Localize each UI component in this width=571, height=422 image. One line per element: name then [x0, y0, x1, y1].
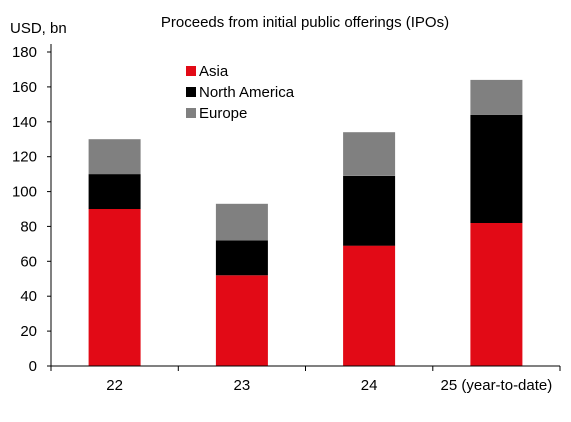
bar-north-america-1 [215, 240, 268, 276]
bar-asia-0 [88, 209, 141, 366]
bar-north-america-3 [470, 114, 523, 223]
y-tick-label: 80 [20, 218, 37, 235]
legend-label: Europe [199, 105, 247, 122]
legend-swatch-europe [186, 108, 196, 118]
bar-asia-1 [215, 275, 268, 366]
bar-asia-2 [343, 245, 396, 366]
y-tick-label: 60 [20, 253, 37, 270]
bar-europe-0 [88, 139, 141, 175]
bar-europe-2 [343, 132, 396, 176]
x-tick-label: 22 [106, 377, 123, 394]
legend-swatch-asia [186, 66, 196, 76]
legend-label: North America [199, 84, 295, 101]
legend: Asia North America Europe [186, 63, 295, 122]
legend-swatch-north-america [186, 87, 196, 97]
x-tick-label: 23 [234, 377, 251, 394]
bar-europe-1 [215, 203, 268, 241]
x-tick-label: 24 [361, 377, 378, 394]
y-tick-label: 100 [12, 184, 37, 201]
legend-label: Asia [199, 63, 229, 80]
axes-layer [47, 44, 561, 371]
y-tick-label: 140 [12, 114, 37, 131]
y-tick-label: 40 [20, 288, 37, 305]
bar-north-america-0 [88, 174, 141, 209]
y-axis-label: USD, bn [10, 20, 67, 37]
x-tick-label: 25 (year-to-date) [441, 377, 553, 394]
tick-labels-layer: 22 23 24 25 (year-to-date) 0 20 40 60 80 100 120 14… [12, 44, 552, 394]
y-tick-label: 20 [20, 323, 37, 340]
bar-north-america-2 [343, 175, 396, 246]
chart-title: Proceeds from initial public offerings (… [161, 14, 449, 31]
bars-layer [88, 79, 523, 366]
y-tick-label: 0 [29, 358, 37, 375]
y-tick-label: 180 [12, 44, 37, 61]
bar-asia-3 [470, 223, 523, 366]
bar-europe-3 [470, 79, 523, 115]
y-tick-label: 160 [12, 79, 37, 96]
y-tick-label: 120 [12, 149, 37, 166]
